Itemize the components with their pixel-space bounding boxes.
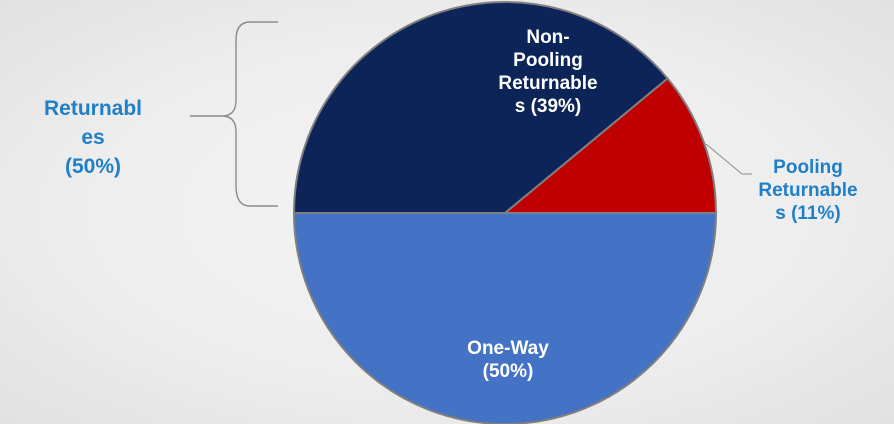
pie-slices (293, 1, 717, 424)
slice-pooling-returnables (504, 77, 717, 214)
slice-one-way (293, 212, 717, 424)
label-non-pooling-returnables: Non- Pooling Returnable s (39%) (498, 27, 598, 117)
label-returnables-group: Returnabl es (50%) (43, 97, 142, 178)
pooling-leader-line (705, 143, 752, 175)
returnables-brace (190, 21, 278, 207)
slice-non-pooling-returnables (293, 1, 669, 214)
label-one-way: One-Way (50%) (467, 338, 549, 382)
label-pooling-returnables: Pooling Returnable s (11%) (758, 157, 858, 224)
